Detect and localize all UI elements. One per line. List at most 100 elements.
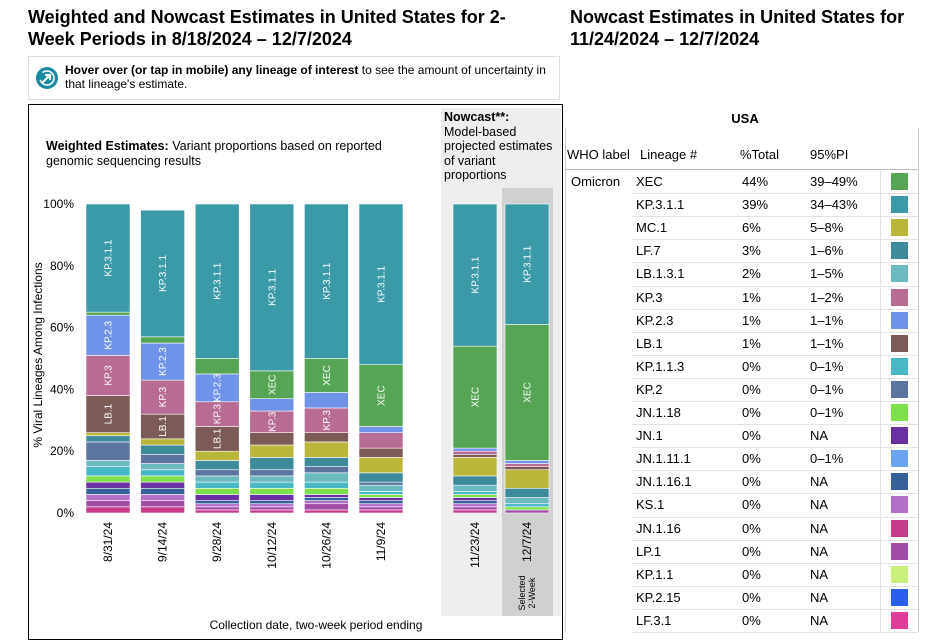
bar-segment [304,358,349,393]
x-tick-label: 9/28/24 [210,522,224,562]
interval: NA [810,612,829,628]
y-axis-title: % Viral Lineages Among Infections [31,262,45,447]
row-rule [632,516,918,518]
total: 0% [742,497,761,513]
bar-segment [249,203,295,372]
x-tick-label: 10/12/24 [265,522,279,569]
lineage: XEC [636,174,663,189]
interval: NA [810,428,829,444]
col-rule [880,516,881,540]
segment-label: KP.3.1.1 [267,268,278,306]
total: 0% [742,612,761,628]
segment-label: KP.3.1.1 [158,255,169,293]
lineage: JN.1.18 [636,405,681,420]
row-rule [632,539,918,541]
info-text: to see the amount of uncertainty in that… [65,63,546,91]
col-rule [880,354,881,378]
bar-segment [140,379,185,415]
segment-label: XEC [322,365,333,386]
total: 0% [742,428,761,444]
lineage: KP.2.15 [636,589,681,605]
total: 39% [742,197,769,213]
lineage: LB.1 [636,335,663,351]
total: 0% [742,358,761,374]
lineage: LF.7 [636,243,661,259]
segment-label: KP.3.1.1 [322,262,333,300]
row-rule [632,331,918,333]
row-rule [632,447,918,449]
interval: 0–1% [810,358,844,374]
segment-label: KP.3.1.1 [523,245,534,283]
y-tick-label: 60% [50,321,74,335]
lineage: KP.3.1.1 [636,197,685,213]
x-tick-label: 9/14/24 [156,522,170,562]
bar-segment [358,203,404,365]
segment-label: KP.3 [104,365,115,386]
bar-segment [140,342,185,381]
row-rule [632,562,918,564]
swatch [891,311,908,329]
bar-segment [85,314,131,356]
bar-segment [194,203,240,359]
total: 6% [742,220,761,236]
row-rule [632,285,918,287]
lineage: KS.1 [636,497,665,513]
total: 1% [742,312,761,328]
segment-label: KP.2.3 [158,347,169,376]
info-box: Hover over (or tap in mobile) any lineag… [28,56,560,100]
segment-label: KP.2.3 [213,373,224,402]
segment-label: XEC [471,387,482,408]
row-rule [632,262,918,264]
lineage: JN.1.11.1 [636,451,691,467]
col-rule [880,401,881,425]
col-rule [880,539,881,563]
interval: 39–49% [810,174,858,189]
row-rule [632,493,918,495]
swatch [891,496,908,514]
swatch [891,542,908,560]
bar-segment [140,209,185,338]
col-rule [880,193,881,217]
row-rule [632,308,918,310]
panel-border [28,104,563,640]
x-tick-label: 11/9/24 [374,522,388,561]
segment-label: XEC [377,385,388,406]
col-rule [880,216,881,240]
page-title: Weighted and Nowcast Estimates in United… [28,7,506,49]
y-tick-label: 0% [57,506,75,520]
segment-label: KP.2.3 [104,321,115,350]
table-title: Nowcast Estimates in United States for 1… [570,7,905,49]
x-tick-label: 11/23/24 [468,522,482,568]
interval: 1–1% [810,312,844,328]
row-rule [632,608,918,610]
interval: 1–5% [810,266,844,282]
segment-label: LB.1 [104,403,115,424]
lineage: MC.1 [636,220,668,236]
row-rule [632,354,918,356]
total: 3% [742,243,761,259]
lineage: KP.2 [636,381,663,397]
swatch [891,565,908,583]
x-axis-title: Collection date, two-week period ending [209,618,423,632]
swatch [891,473,908,491]
bar-segment [85,203,131,313]
bar-segment [504,203,550,325]
y-tick-label: 80% [50,259,74,273]
col-rule [880,285,881,309]
interval: 34–43% [810,197,858,213]
segment-label: XEC [523,382,534,403]
interval: NA [810,474,829,490]
col-rule [880,493,881,517]
swatch [891,611,908,629]
swatch [891,450,908,468]
bar-segment [194,373,240,403]
swatch [891,265,908,283]
y-tick-label: 100% [43,197,74,211]
lineage: KP.1.1.3 [636,358,685,374]
swatch [891,380,908,398]
lineage: LB.1.3.1 [636,266,685,282]
swatch [891,196,908,214]
row-rule [632,632,918,633]
segment-label: KP.3 [213,403,224,424]
interval: NA [810,497,829,513]
